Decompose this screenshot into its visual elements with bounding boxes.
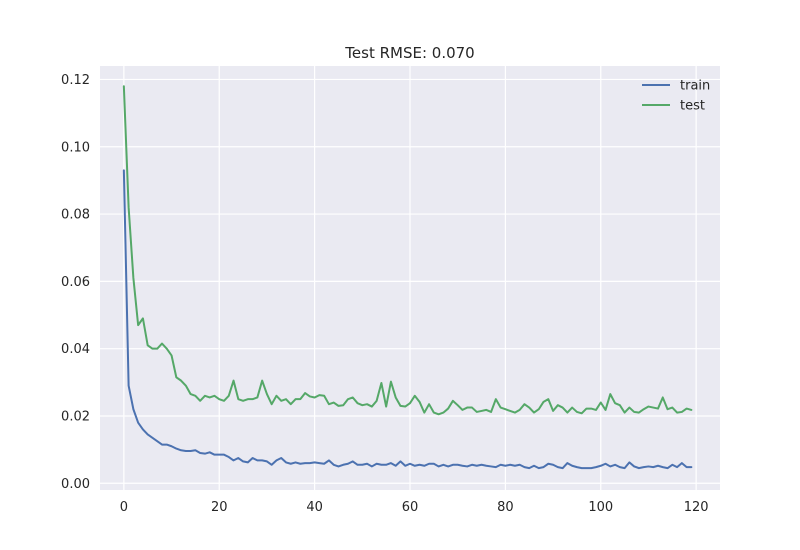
- x-tick-label: 40: [306, 500, 323, 515]
- y-tick-label: 0.04: [61, 342, 90, 357]
- series-lines: [122, 85, 693, 470]
- chart-title: Test RMSE: 0.070: [344, 44, 474, 62]
- y-tick-label: 0.10: [61, 140, 90, 155]
- x-tick-label: 100: [588, 500, 613, 515]
- y-tick-label: 0.12: [61, 73, 90, 88]
- legend-label-test: test: [680, 99, 705, 114]
- x-axis-ticks: 0 20 40 60 80 100 120: [120, 500, 709, 515]
- series-line-test: [122, 85, 693, 416]
- x-tick-label: 0: [120, 500, 128, 515]
- y-tick-label: 0.00: [61, 477, 90, 492]
- x-tick-label: 20: [211, 500, 228, 515]
- y-tick-label: 0.06: [61, 275, 90, 290]
- y-tick-label: 0.02: [61, 409, 90, 424]
- x-tick-label: 120: [684, 500, 709, 515]
- series-line-train: [122, 169, 693, 470]
- legend-label-train: train: [680, 79, 710, 94]
- y-axis-ticks: 0.00 0.02 0.04 0.06 0.08 0.10 0.12: [61, 73, 90, 492]
- chart-legend: train test: [642, 79, 710, 114]
- x-tick-label: 80: [497, 500, 514, 515]
- y-tick-label: 0.08: [61, 208, 90, 223]
- grid-lines: [100, 66, 720, 490]
- x-tick-label: 60: [402, 500, 419, 515]
